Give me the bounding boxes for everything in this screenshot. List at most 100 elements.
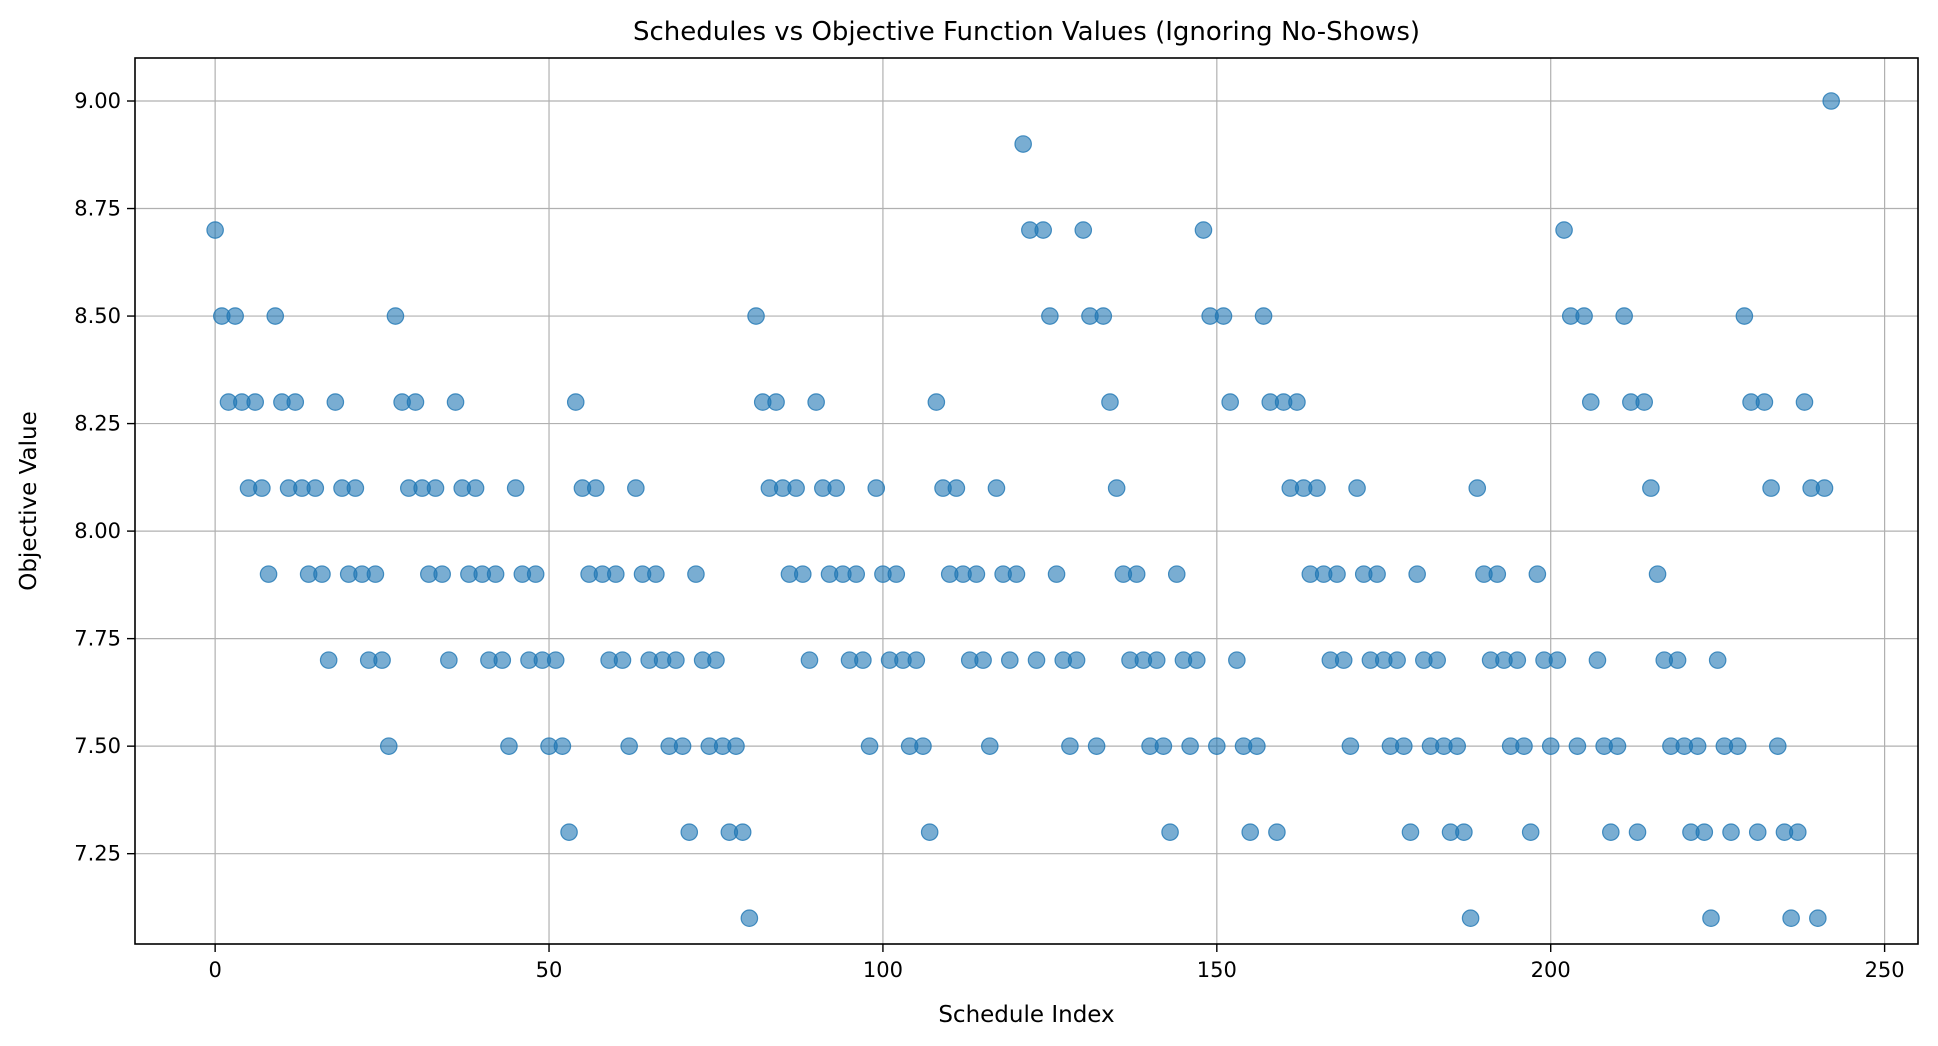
data-point — [1555, 221, 1573, 239]
data-point — [1388, 651, 1406, 669]
data-point — [827, 479, 845, 497]
data-point — [1007, 565, 1026, 583]
data-point — [1208, 737, 1226, 755]
y-axis-ticks: 7.25 7.50 7.75 8.00 8.25 8.50 8.75 9.00 — [74, 89, 135, 866]
data-point — [607, 565, 625, 583]
y-tick-label: 8.75 — [74, 197, 121, 221]
data-point — [1408, 565, 1426, 583]
data-point — [1214, 307, 1233, 325]
data-point — [907, 651, 926, 669]
data-point — [440, 651, 458, 669]
data-point — [1608, 737, 1627, 755]
data-point — [1254, 307, 1273, 325]
data-point — [266, 307, 285, 325]
data-point — [226, 307, 244, 325]
data-point — [1688, 737, 1707, 755]
x-tick-label: 150 — [1197, 958, 1237, 982]
y-axis-label: Objective Value — [16, 411, 42, 591]
data-point — [206, 221, 224, 239]
data-point — [747, 307, 765, 325]
data-point — [426, 479, 445, 497]
data-point — [1268, 823, 1286, 841]
data-point — [1735, 307, 1754, 325]
y-tick-label: 7.75 — [74, 627, 121, 651]
data-point — [1635, 393, 1654, 411]
data-point — [1334, 651, 1353, 669]
data-point — [647, 565, 665, 583]
x-tick-label: 100 — [863, 958, 903, 982]
data-point — [673, 737, 692, 755]
data-point — [787, 479, 805, 497]
data-point — [767, 393, 785, 411]
x-tick-label: 0 — [208, 958, 221, 982]
data-point — [1348, 479, 1366, 497]
x-axis-label: Schedule Index — [938, 1002, 1114, 1028]
data-point — [867, 479, 886, 497]
data-point — [1074, 221, 1093, 239]
data-point — [1615, 307, 1633, 325]
data-point — [1702, 909, 1720, 927]
data-point — [1181, 737, 1199, 755]
data-point — [740, 909, 759, 927]
data-point — [1368, 565, 1386, 583]
data-point — [1755, 393, 1774, 411]
x-tick-label: 250 — [1865, 958, 1905, 982]
data-point — [847, 565, 866, 583]
data-point — [1708, 651, 1727, 669]
data-point — [980, 737, 999, 755]
data-point — [1308, 479, 1326, 497]
data-point — [927, 393, 946, 411]
data-point — [259, 565, 278, 583]
data-point — [1628, 823, 1647, 841]
data-point — [800, 651, 819, 669]
data-point — [1428, 651, 1446, 669]
data-point — [506, 479, 525, 497]
data-point — [1508, 651, 1527, 669]
data-point — [1288, 393, 1306, 411]
data-point — [1468, 479, 1487, 497]
data-point — [974, 651, 992, 669]
data-point — [1822, 92, 1840, 110]
data-point — [1541, 737, 1560, 755]
data-point — [1515, 737, 1533, 755]
data-point — [1101, 393, 1119, 411]
y-tick-label: 8.00 — [74, 519, 121, 543]
data-point — [1782, 909, 1800, 927]
data-point — [1187, 651, 1206, 669]
data-point — [1094, 307, 1113, 325]
data-point — [914, 737, 932, 755]
plot-frame — [134, 57, 1919, 945]
data-point — [1728, 737, 1747, 755]
data-point — [433, 565, 451, 583]
data-point — [613, 651, 632, 669]
data-point — [1815, 479, 1834, 497]
data-point — [246, 393, 265, 411]
data-point — [1401, 823, 1420, 841]
data-point — [1795, 393, 1814, 411]
x-axis-ticks: 0 50 100 150 200 250 — [208, 944, 1905, 982]
data-point — [1147, 651, 1166, 669]
data-point — [1087, 737, 1106, 755]
data-point — [346, 479, 365, 497]
data-point — [1642, 479, 1660, 497]
data-point — [313, 565, 331, 583]
data-point — [1067, 651, 1086, 669]
data-point — [1241, 823, 1260, 841]
data-point — [627, 479, 645, 497]
data-point — [253, 479, 271, 497]
data-point — [1041, 307, 1059, 325]
data-point — [1161, 823, 1179, 841]
data-point — [1488, 565, 1507, 583]
data-point — [1448, 737, 1467, 755]
data-point — [860, 737, 879, 755]
data-point — [379, 737, 398, 755]
data-point — [1695, 823, 1714, 841]
data-point — [560, 823, 578, 841]
y-tick-label: 9.00 — [74, 89, 121, 113]
data-point — [1001, 651, 1019, 669]
data-point — [486, 565, 505, 583]
data-point — [526, 565, 545, 583]
data-point — [366, 565, 385, 583]
data-point — [807, 393, 825, 411]
data-point — [733, 823, 752, 841]
